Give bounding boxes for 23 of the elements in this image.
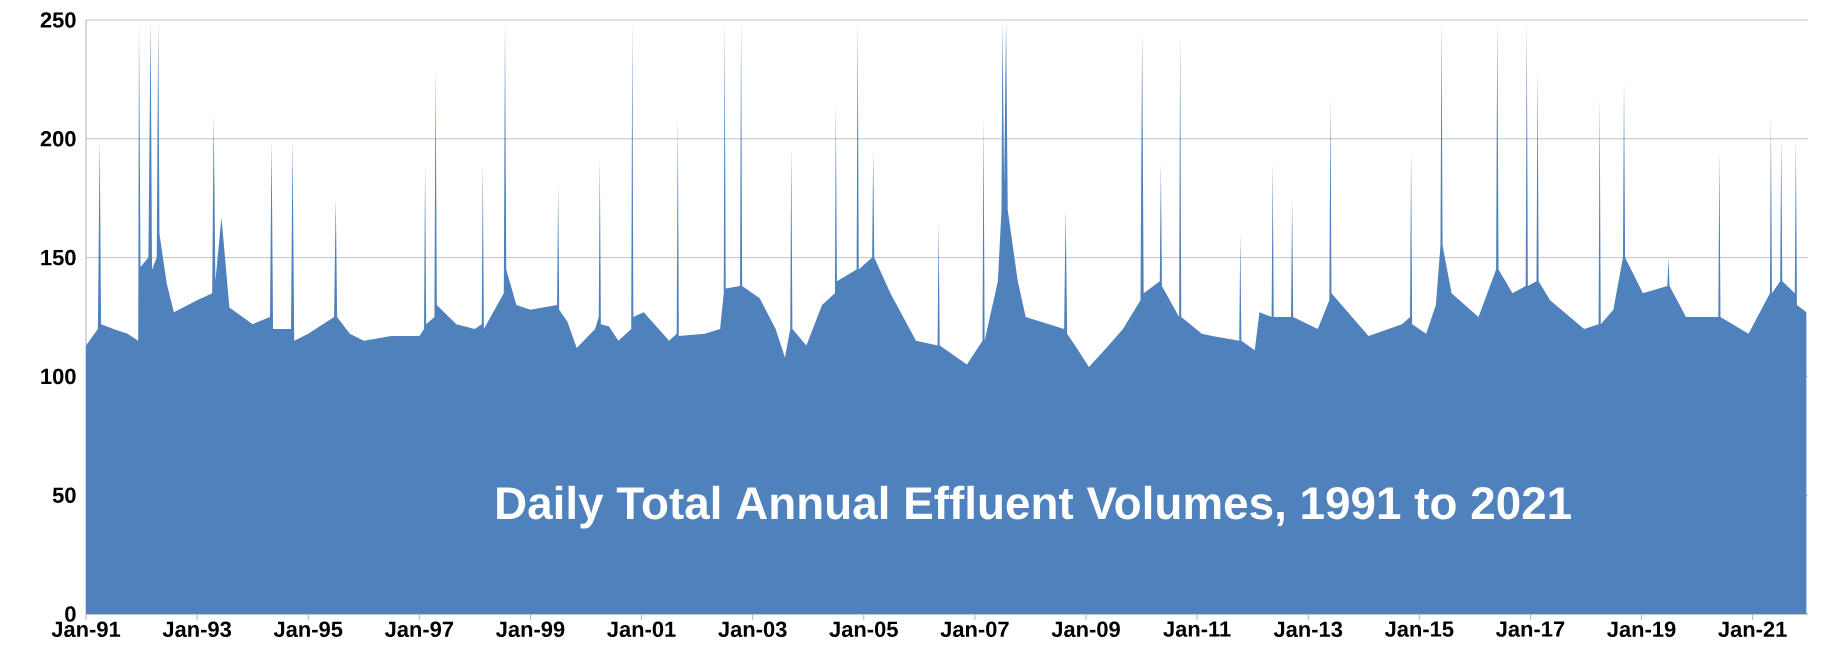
x-tick-label: Jan-95 (273, 621, 343, 638)
x-tick-label: Jan-21 (1718, 621, 1787, 638)
x-tick-label: Jan-15 (1384, 621, 1454, 637)
x-tick-label: Jan-17 (1496, 621, 1565, 637)
x-tick-label: Jan-91 (51, 621, 121, 638)
x-tick-label: Jan-13 (1273, 621, 1343, 638)
x-tick-label: Jan-05 (829, 621, 898, 638)
x-tick-label: Jan-19 (1607, 621, 1676, 638)
x-tick-label: Jan-07 (940, 621, 1009, 638)
y-tick-label: 250 (40, 12, 76, 28)
y-tick-label: 100 (41, 368, 76, 385)
x-tick-label: Jan-99 (496, 621, 565, 638)
x-tick-label: Jan-09 (1051, 621, 1120, 638)
y-tick-label: 50 (52, 487, 76, 503)
x-tick-label: Jan-97 (384, 621, 454, 638)
x-tick-label: Jan-01 (607, 621, 676, 638)
y-tick-label: 150 (41, 249, 76, 266)
text: Daily Total Annual Effluent Volumes, 1991 to 2021 (497, 485, 1571, 529)
x-tick-label: Jan-03 (718, 621, 787, 638)
y-tick-label: 200 (40, 131, 76, 147)
x-tick-label: Jan-11 (1163, 621, 1231, 637)
y-tick-label: 0 (65, 606, 76, 622)
x-tick-label: Jan-93 (162, 621, 232, 638)
